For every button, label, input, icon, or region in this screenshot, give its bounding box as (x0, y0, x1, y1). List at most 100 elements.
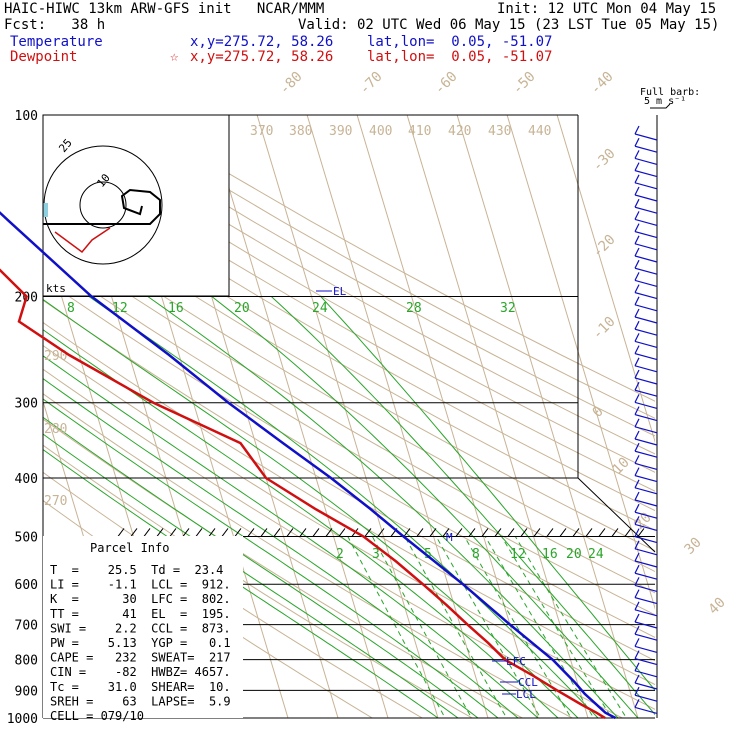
wind-barb (634, 345, 658, 361)
isotherm-line (406, 115, 589, 718)
isobar-tick (559, 528, 567, 537)
mixing-ratio-label: 24 (588, 547, 604, 562)
wind-barb (634, 577, 658, 592)
wind-barb (634, 296, 658, 312)
wind-barb (634, 491, 658, 507)
dry-adiabat-line (43, 277, 655, 638)
wind-barb (634, 467, 658, 483)
isobar-tick (286, 528, 294, 537)
theta-label: 440 (528, 124, 551, 139)
dry-adiabat-line (43, 256, 655, 616)
theta-e-label: 8 (67, 301, 75, 316)
theta-e-label: 16 (168, 301, 184, 316)
wind-barb (634, 357, 658, 373)
parcel-info-row: TT = 41 EL = 195. (50, 607, 231, 621)
parcel-info-background (43, 536, 243, 718)
isobar-tick (624, 528, 632, 537)
dry-adiabat-line (80, 115, 655, 437)
wind-barb (634, 589, 658, 605)
hodograph-box (42, 114, 230, 297)
isobar-tick (442, 528, 450, 537)
level-markers: EL M LFC CCL LCL (316, 285, 538, 701)
forecast-hour: Fcst: 38 h (4, 17, 106, 33)
isobar-tick (429, 528, 437, 537)
wind-barb (634, 699, 658, 714)
pressure-tick-label: 700 (15, 619, 38, 634)
isotherm-line (456, 115, 639, 718)
wind-barb (634, 284, 658, 300)
parcel-info-row: SWI = 2.2 CCL = 873. (50, 621, 231, 635)
lfc-label: LFC (506, 655, 526, 668)
plot-edge (577, 477, 656, 553)
isobar-tick (377, 528, 385, 537)
wind-barb (634, 369, 658, 385)
hodograph-unit: kts (46, 282, 66, 295)
hodograph-ring-inner (79, 181, 127, 229)
wind-barb (634, 247, 658, 263)
wind-barb (634, 430, 658, 446)
wind-barb (634, 455, 658, 470)
mixing-ratio-label: 2 (336, 547, 344, 562)
wind-barb (634, 162, 658, 178)
parcel-info-row: Tc = 31.0 SHEAR= 10. (50, 680, 231, 694)
theta-e-label: 20 (234, 301, 250, 316)
model-title: HAIC-HIWC 13km ARW-GFS init NCAR/MMM (4, 1, 325, 17)
isotherm-label: -50 (510, 69, 539, 98)
isotherm-label: -40 (588, 69, 617, 98)
wind-barb (634, 516, 658, 531)
temperature-location: x,y=275.72, 58.26 lat,lon= 0.05, -51.07 (190, 34, 553, 50)
wind-barb (634, 125, 658, 141)
isobar-tick (182, 528, 190, 537)
parcel-info-row: CAPE = 232 SWEAT= 217 (50, 651, 231, 665)
wind-barb (634, 308, 658, 324)
wind-key-value: 5 m s⁻¹ (644, 96, 686, 107)
wind-barbs-column: Full barb: 5 m s⁻¹ (634, 87, 700, 718)
isobar-tick (273, 528, 281, 537)
wind-barb (634, 528, 658, 544)
mixing-ratio-label: 20 (566, 547, 582, 562)
isobar-tick (598, 528, 606, 537)
isobar-tick (611, 528, 619, 537)
parcel-info-panel: Parcel Info T = 25.5 Td = 23.4LI = -1.1 … (43, 536, 243, 723)
mixing-ratio-line (501, 536, 613, 718)
isotherm-line (556, 115, 655, 444)
isobar-tick (481, 528, 489, 537)
isobar-tick (403, 528, 411, 537)
parcel-info-row: CIN = -82 HWBZ= 4657. (50, 665, 231, 679)
dewpoint-legend-label: Dewpoint (10, 49, 78, 65)
temperature-profile-line (0, 211, 617, 720)
wind-barb (634, 186, 658, 202)
dry-adiabat-line (43, 344, 655, 710)
pressure-tick-label: 800 (15, 654, 38, 669)
parcel-info-row: SREH = 63 LAPSE= 5.9 (50, 694, 231, 708)
isobar-tick (520, 528, 528, 537)
dry-adiabat-line (43, 196, 655, 552)
isobar-tick (338, 528, 346, 537)
isobar-tick (364, 528, 372, 537)
wind-barb (634, 613, 658, 629)
mixing-ratio-label: 3 (372, 547, 380, 562)
m-label: M (446, 531, 453, 544)
isobar-tick (260, 528, 268, 537)
wind-barb (634, 406, 658, 422)
isotherm-label: 0 (590, 404, 607, 421)
parcel-info-row: PW = 5.13 YGP = 0.1 (50, 636, 231, 650)
wind-barb (634, 174, 658, 190)
theta-label: 380 (289, 124, 312, 139)
isobar-tick (455, 528, 463, 537)
wind-barb (634, 479, 658, 495)
wind-barb (634, 662, 658, 678)
mixing-ratio-line (371, 536, 473, 718)
dry-adiabat-line (43, 140, 655, 492)
hodograph-trace (43, 188, 161, 225)
isobar-tick (585, 528, 593, 537)
wind-barb (634, 650, 658, 666)
dry-adiabat-line (43, 321, 655, 686)
theta-label: 420 (448, 124, 471, 139)
isobar-tick (195, 528, 203, 537)
wind-barb (634, 418, 658, 434)
mixing-ratio-line (404, 536, 508, 718)
lcl-label: LCL (516, 688, 536, 701)
wind-barb (634, 320, 658, 336)
valid-time: Valid: 02 UTC Wed 06 May 15 (23 LST Tue … (298, 17, 720, 33)
